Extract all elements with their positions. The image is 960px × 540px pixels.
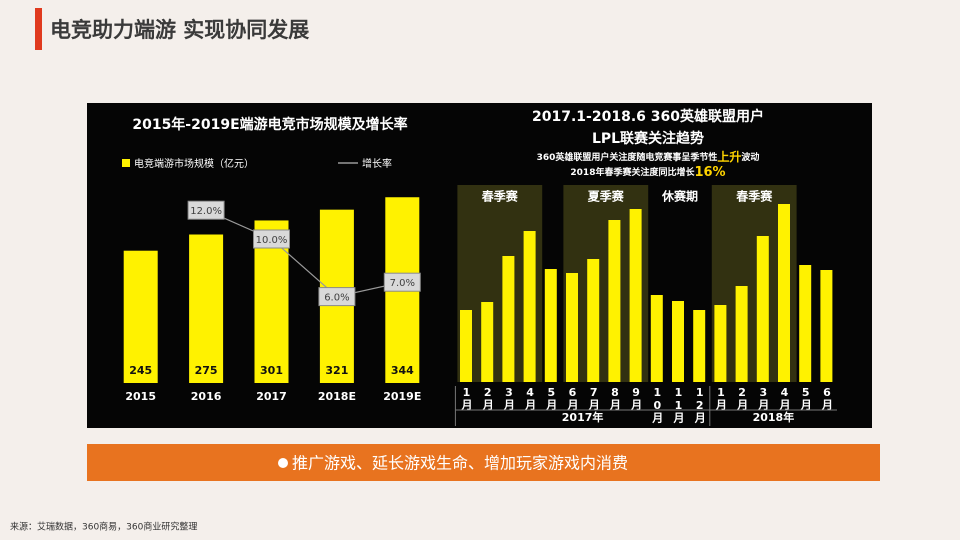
x-tick-label: 1月 [714,386,728,411]
title-accent [35,8,42,50]
x-tick-label: 2015 [125,390,156,403]
x-tick-label: 2018E [318,390,356,403]
x-tick-label: 2月 [481,386,495,411]
x-tick-label: 2017 [256,390,287,403]
data-point [253,229,290,249]
legend-label: 增长率 [362,157,392,170]
x-tick-label: 8月 [608,386,622,411]
data-label: 344 [391,364,414,377]
annotation: 360英雄联盟用户关注度随电竞赛事呈季节性上升波动 [537,149,760,164]
bar [123,250,158,383]
data-label: 321 [325,364,348,377]
x-tick-label: 3月 [757,386,771,411]
x-tick-label: 12月 [693,386,707,424]
banner [87,444,880,481]
annotation-part: 360英雄联盟用户关注度随电竞赛事呈季节性 [537,151,718,163]
data-label: 301 [260,364,283,377]
bar [523,231,536,382]
annotation-part: 2018年春季赛关注度同比增长 [570,166,695,178]
bar [544,269,557,382]
bar [189,234,224,383]
period-label: 春季赛 [735,189,773,204]
data-point [318,287,356,307]
x-tick-label: 6月 [820,386,834,411]
x-tick-label: 2019E [383,390,421,403]
x-tick-label: 1月 [460,386,474,411]
bar [735,286,748,382]
bar [587,259,600,382]
slide-title: 电竞助力端游 实现协同发展 [50,18,309,42]
bar [481,302,494,382]
legend-swatch [122,159,130,167]
bar [502,256,515,382]
legend-label: 电竞端游市场规模（亿元） [134,157,254,170]
bar [608,220,621,382]
bar [756,236,769,382]
x-tick-label: 4月 [524,386,538,411]
x-tick-label: 3月 [502,386,516,411]
x-tick-label: 2016 [191,390,222,403]
data-label: 12.0% [190,206,222,217]
x-tick-label: 9月 [630,386,644,411]
annotation-part: 波动 [741,151,759,163]
source: 来源：艾瑞数据，360商易，360商业研究整理 [10,521,197,533]
data-point [187,200,225,220]
chart-title: 2017.1-2018.6 360英雄联盟用户 [532,108,764,125]
bar [714,305,727,382]
data-label: 7.0% [390,278,415,289]
data-label: 6.0% [324,293,349,304]
bar [566,273,578,382]
chart-title: 2015年-2019E端游电竞市场规模及增长率 [132,116,407,133]
x-tick-label: 5月 [799,386,813,411]
x-tick-label: 7月 [587,386,601,411]
x-tick-label: 4月 [778,386,792,411]
bar [629,209,642,382]
bar [693,310,706,382]
x-tick-label: 11月 [672,386,686,424]
data-point [383,272,421,292]
bar [820,270,833,382]
banner-text: 推广游戏、延长游戏生命、增加玩家游戏内消费 [292,454,628,473]
data-label: 275 [195,364,218,377]
data-label: 245 [129,364,152,377]
period-label: 春季赛 [481,189,519,204]
x-tick-label: 2月 [736,386,750,411]
bar [778,204,790,382]
growth-line [205,209,403,298]
period-label: 休赛期 [661,189,698,204]
bar [799,265,812,382]
bullet [278,458,288,468]
year-label: 2017年 [562,410,604,424]
annotation: 2018年春季赛关注度同比增长16% [570,165,725,180]
x-tick-label: 6月 [566,386,580,411]
x-tick-label: 5月 [545,386,559,411]
period-label: 夏季赛 [588,189,625,204]
annotation-highlight: 上升 [717,149,741,164]
chart-title: LPL联赛关注趋势 [592,130,704,147]
data-label: 10.0% [256,235,288,246]
year-label: 2018年 [753,410,795,424]
bar [672,301,684,382]
bar [460,310,472,382]
annotation-highlight: 16% [694,165,725,180]
bar [650,295,663,382]
x-tick-label: 10月 [651,386,665,424]
